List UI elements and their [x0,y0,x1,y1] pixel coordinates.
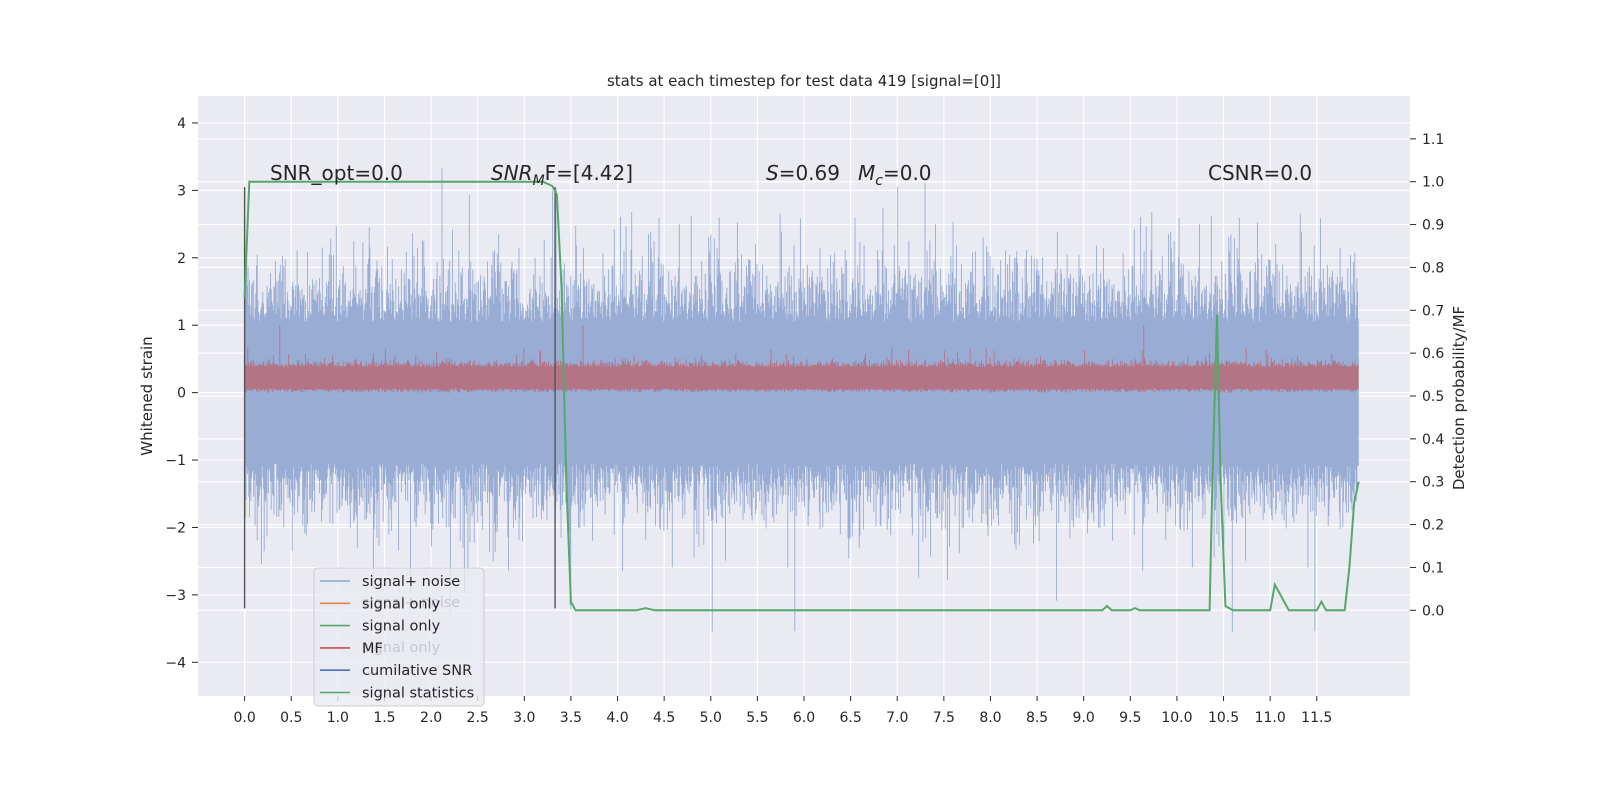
legend-ghost-text: signal only [362,640,441,656]
x-tick-label: 0.0 [233,710,255,726]
x-tick-label: 4.0 [606,710,628,726]
y2-tick-label: 1.0 [1422,175,1444,191]
annotation-snr-mf: SNRMF=[4.42] [491,161,633,189]
x-tick-label: 1.0 [327,710,349,726]
y-tick-label: −2 [165,520,186,536]
y2-tick-label: 0.0 [1422,603,1444,619]
annotation-mc-symbol: M [858,161,875,185]
legend-label: cumilative SNR [362,663,472,679]
annotation-snr-opt: SNR_opt=0.0 [270,161,403,185]
x-tick-label: 7.0 [886,710,908,726]
x-tick-label: 10.5 [1208,710,1239,726]
y-tick-label: −1 [165,453,186,469]
x-tick-label: 11.0 [1255,710,1286,726]
x-tick-label: 11.5 [1301,710,1332,726]
annotation-mc: Mc=0.0 [858,161,932,189]
legend-label: signal only [362,619,441,635]
x-tick-label: 0.5 [280,710,302,726]
x-tick-label: 9.0 [1073,710,1095,726]
x-tick-label: 1.5 [373,710,395,726]
x-tick-label: 3.0 [513,710,535,726]
x-tick-label: 5.5 [746,710,768,726]
annotation-snr-mf-symbol: SNR [491,161,533,185]
y-tick-label: 0 [177,386,186,402]
x-tick-label: 2.0 [420,710,442,726]
legend-label: MF [362,641,383,657]
y-axis-label: Whitened strain [138,336,156,455]
x-tick-label: 10.0 [1161,710,1192,726]
annotation-mc-subscript: c [875,173,883,189]
axis-ticks: 0.0 0.5 1.0 1.5 2.0 2.5 3.0 3.5 4.0 4.5 5.0 5.5 6.0 6… [165,116,1444,726]
annotation-snr-mf-value: F=[4.42] [545,161,633,185]
y2-tick-label: 0.1 [1422,560,1444,576]
x-tick-label: 9.5 [1119,710,1141,726]
x-tick-label: 8.5 [1026,710,1048,726]
x-tick-label: 4.5 [653,710,675,726]
x-tick-label: 5.0 [700,710,722,726]
y2-axis-label: Detection probability/MF [1450,306,1468,490]
y-tick-label: 2 [177,251,186,267]
y-tick-label: 4 [177,116,186,132]
annotation-s: S=0.69 [766,161,840,185]
y2-tick-label: 0.4 [1422,432,1444,448]
legend-ghost-text: signal+ noise [362,595,460,611]
y2-tick-label: 0.7 [1422,303,1444,319]
annotation-mc-value: =0.0 [883,161,932,185]
annotation-s-value: =0.69 [779,161,840,185]
legend-label: signal only [362,596,441,612]
y2-tick-label: 0.9 [1422,218,1444,234]
y2-tick-label: 1.1 [1422,132,1444,148]
signal-statistics-line [243,180,1360,612]
legend: signal+ noise signal only signal+ noises… [313,567,485,707]
y-tick-label: 3 [177,183,186,199]
y2-tick-label: 0.6 [1422,346,1444,362]
y2-tick-label: 0.5 [1422,389,1444,405]
y-tick-label: −4 [165,655,186,671]
y-tick-label: −3 [165,588,186,604]
x-tick-label: 6.5 [839,710,861,726]
x-tick-label: 8.0 [979,710,1001,726]
x-tick-label: 7.5 [933,710,955,726]
legend-box [313,567,485,707]
y2-tick-label: 0.3 [1422,475,1444,491]
chart-title: stats at each timestep for test data 419… [607,72,1001,90]
y2-tick-label: 0.8 [1422,260,1444,276]
y2-tick-label: 0.2 [1422,518,1444,534]
signal-statistics-series [243,180,1360,612]
window-markers [243,187,556,609]
legend-label: signal+ noise [362,574,460,590]
y-tick-label: 1 [177,318,186,334]
annotation-snr-mf-subscript: M [533,173,545,189]
annotation-csnr: CSNR=0.0 [1208,161,1312,185]
x-tick-label: 6.0 [793,710,815,726]
x-tick-label: 2.5 [467,710,489,726]
annotation-s-symbol: S [766,161,779,185]
x-tick-label: 3.5 [560,710,582,726]
legend-label: signal statistics [362,686,474,702]
